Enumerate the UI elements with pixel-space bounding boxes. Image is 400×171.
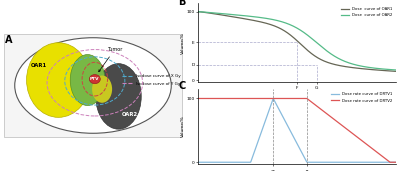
- Text: A: A: [5, 35, 12, 45]
- Line: Dose  curve of OAR2: Dose curve of OAR2: [198, 12, 396, 70]
- Legend: Dose rate curve of DRTV1, Dose rate curve of DRTV2: Dose rate curve of DRTV1, Dose rate curv…: [330, 91, 394, 104]
- Dose rate curve of DRTV2: [303, 97, 308, 100]
- Line: Dose  curve of OAR1: Dose curve of OAR1: [198, 12, 396, 71]
- Ellipse shape: [92, 75, 112, 103]
- Dose  curve of OAR1: [394, 70, 398, 72]
- Dose rate curve of DRTV1: [271, 98, 276, 100]
- Dose rate curve of DRTV2: [291, 97, 296, 100]
- Dose rate curve of DRTV2: [290, 97, 294, 100]
- Text: OAR2: OAR2: [121, 112, 138, 117]
- Ellipse shape: [70, 55, 105, 106]
- Line: Dose rate curve of DRTV2: Dose rate curve of DRTV2: [198, 98, 396, 162]
- Dose rate curve of DRTV1: [314, 161, 319, 163]
- Dose  curve of OAR1: [291, 36, 296, 38]
- Dose rate curve of DRTV1: [291, 136, 296, 138]
- Ellipse shape: [96, 64, 141, 129]
- Text: C: C: [178, 81, 186, 91]
- Dose rate curve of DRTV1: [290, 134, 295, 136]
- Dose rate curve of DRTV1: [358, 161, 363, 163]
- Dose  curve of OAR2: [196, 11, 200, 13]
- Dose  curve of OAR2: [394, 69, 398, 71]
- Ellipse shape: [26, 43, 90, 117]
- Dose rate curve of DRTV2: [388, 161, 393, 163]
- Text: PTV: PTV: [90, 77, 100, 81]
- Dose  curve of OAR2: [358, 65, 363, 67]
- Dose rate curve of DRTV1: [196, 161, 200, 163]
- Dose  curve of OAR2: [290, 25, 294, 27]
- Dose rate curve of DRTV2: [196, 97, 200, 100]
- Dose  curve of OAR1: [314, 56, 318, 58]
- Ellipse shape: [15, 38, 171, 133]
- Dose  curve of OAR2: [314, 41, 318, 43]
- Dose  curve of OAR1: [303, 47, 308, 49]
- X-axis label: Dose （Gy）: Dose （Gy）: [285, 91, 309, 95]
- Text: OAR1: OAR1: [30, 63, 46, 68]
- Dose  curve of OAR1: [196, 11, 200, 13]
- Dose  curve of OAR2: [303, 32, 308, 34]
- Line: Dose rate curve of DRTV1: Dose rate curve of DRTV1: [198, 99, 396, 162]
- Ellipse shape: [89, 75, 100, 84]
- Dose rate curve of DRTV1: [394, 161, 398, 163]
- Dose rate curve of DRTV2: [389, 161, 394, 163]
- Dose  curve of OAR2: [291, 25, 296, 27]
- Legend: Isodose curve of X Gy, Isodose curve of Y Gy: Isodose curve of X Gy, Isodose curve of …: [120, 73, 182, 87]
- Dose  curve of OAR1: [389, 70, 394, 72]
- Dose rate curve of DRTV2: [358, 138, 363, 140]
- Dose rate curve of DRTV1: [303, 159, 308, 161]
- Text: B: B: [178, 0, 186, 7]
- Y-axis label: Volume/%: Volume/%: [181, 116, 185, 137]
- Dose rate curve of DRTV1: [389, 161, 394, 163]
- Dose  curve of OAR1: [358, 68, 363, 70]
- Dose  curve of OAR2: [389, 69, 394, 71]
- Dose  curve of OAR1: [290, 35, 294, 37]
- Text: Tumor: Tumor: [99, 47, 122, 72]
- Y-axis label: Volume/%: Volume/%: [181, 32, 185, 54]
- Dose rate curve of DRTV2: [314, 104, 318, 106]
- Dose rate curve of DRTV2: [394, 161, 398, 163]
- Legend: Dose  curve of OAR1, Dose  curve of OAR2: Dose curve of OAR1, Dose curve of OAR2: [340, 5, 394, 19]
